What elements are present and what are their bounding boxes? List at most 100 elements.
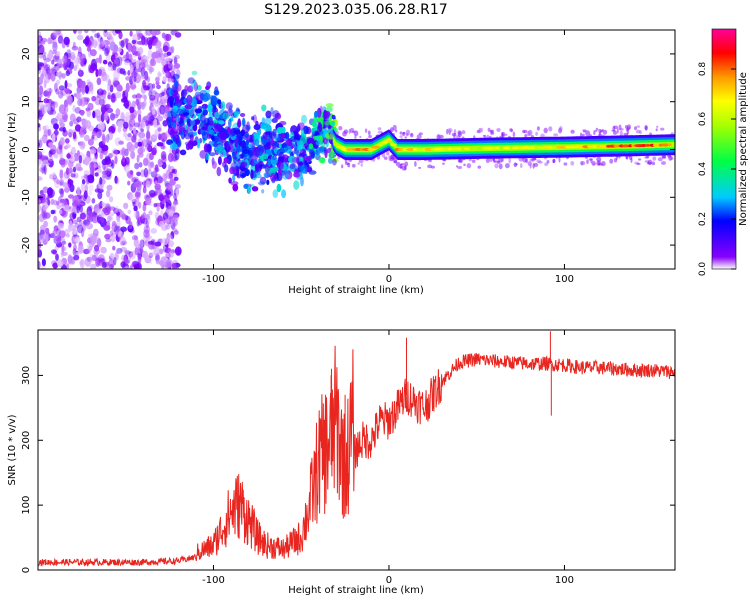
spectrogram-cell bbox=[120, 39, 125, 49]
spectrogram-cell bbox=[593, 131, 596, 135]
spectrogram-cell bbox=[162, 120, 168, 127]
spectrogram-cell bbox=[132, 201, 136, 207]
spectrogram-cell bbox=[172, 30, 179, 33]
spectrogram-cell bbox=[53, 225, 59, 232]
spectrogram-cell bbox=[156, 176, 164, 184]
spectrogram-cell bbox=[90, 148, 97, 155]
spectrogram-cell bbox=[38, 70, 43, 75]
spectrogram-cell bbox=[124, 156, 130, 165]
spectrogram-x-ticks: -100 0 100 bbox=[202, 30, 574, 285]
spectrogram-cell bbox=[109, 230, 114, 237]
spectrogram-cell bbox=[79, 212, 86, 220]
y-tick-label: 10 bbox=[21, 95, 32, 108]
spectrogram-cell bbox=[131, 100, 136, 109]
spectrogram-cell bbox=[300, 176, 304, 187]
spectrogram-cell bbox=[43, 58, 48, 68]
spectrogram-cell bbox=[42, 54, 47, 61]
spectrogram-cell bbox=[138, 62, 146, 70]
spectrogram-cell bbox=[223, 157, 229, 164]
spectrogram-cell bbox=[50, 144, 57, 153]
spectrogram-cell bbox=[145, 180, 151, 188]
spectrogram-cell bbox=[176, 108, 184, 115]
spectrogram-cell bbox=[122, 156, 126, 163]
spectrogram-cell bbox=[86, 46, 92, 52]
spectrogram-cell bbox=[98, 152, 104, 159]
spectrogram-cell bbox=[300, 164, 308, 175]
spectrogram-cell bbox=[43, 129, 50, 137]
spectrogram-cell bbox=[186, 94, 193, 105]
spectrogram-cell bbox=[147, 49, 153, 59]
colorbar-ticks: 0.0 0.2 0.4 0.6 0.8 bbox=[698, 62, 736, 276]
spectrogram-peak bbox=[645, 143, 650, 147]
spectrogram-cell bbox=[230, 181, 239, 186]
spectrogram-cell bbox=[598, 132, 601, 137]
spectrogram-cell bbox=[172, 136, 177, 142]
spectrogram-cell bbox=[399, 131, 403, 135]
spectrogram-cell bbox=[236, 147, 243, 153]
spectrogram-cell bbox=[325, 106, 333, 113]
spectrogram-cell bbox=[134, 141, 139, 149]
spectrogram-cell bbox=[56, 79, 60, 86]
spectrogram-cell bbox=[95, 128, 102, 139]
spectrogram-cell bbox=[146, 235, 153, 240]
spectrogram-cell bbox=[114, 30, 122, 34]
spectrogram-cell bbox=[278, 161, 284, 171]
spectrogram-cell bbox=[73, 65, 78, 71]
spectrogram-cell bbox=[53, 230, 59, 241]
spectrogram-cell bbox=[38, 53, 44, 59]
spectrogram-cell bbox=[294, 142, 298, 151]
spectrogram-cell bbox=[271, 155, 277, 161]
spectrogram-cell bbox=[609, 158, 614, 164]
spectrogram-cell bbox=[145, 143, 152, 151]
spectrogram-cell bbox=[399, 135, 403, 138]
spectrogram-cell bbox=[92, 157, 97, 164]
spectrogram-cell bbox=[278, 151, 285, 161]
spectrogram-cell bbox=[401, 165, 407, 171]
spectrogram-cell bbox=[325, 103, 334, 108]
spectrogram-cell bbox=[166, 51, 172, 56]
spectrogram-cell bbox=[217, 124, 222, 132]
spectrogram-cell bbox=[120, 226, 127, 232]
spectrogram-cell bbox=[72, 166, 77, 173]
spectrogram-cell bbox=[156, 84, 161, 90]
spectrogram-cell bbox=[105, 54, 112, 61]
spectrogram-cell bbox=[48, 157, 54, 162]
spectrogram-cell bbox=[357, 162, 360, 165]
spectrogram-cell bbox=[644, 125, 648, 130]
spectrogram-cell bbox=[75, 61, 79, 70]
spectrogram-cell bbox=[261, 153, 269, 159]
x-tick-label: 0 bbox=[386, 274, 392, 285]
spectrogram-cell bbox=[134, 131, 141, 136]
spectrogram-cell bbox=[157, 57, 162, 64]
spectrogram-peak bbox=[345, 148, 354, 151]
spectrogram-cell bbox=[67, 95, 73, 105]
spectrogram-cell bbox=[148, 105, 153, 112]
spectrogram-peak bbox=[639, 144, 648, 147]
spectrogram-peak bbox=[599, 144, 609, 148]
spectrogram-cell bbox=[174, 184, 181, 189]
spectrogram-cell bbox=[90, 49, 97, 57]
spectrogram-cell bbox=[138, 47, 144, 55]
spectrogram-cell bbox=[254, 138, 260, 147]
spectrogram-cell bbox=[50, 249, 58, 255]
spectrogram-cell bbox=[42, 258, 46, 266]
spectrogram-cell bbox=[128, 251, 134, 258]
spectrogram-cell bbox=[69, 113, 76, 122]
spectrogram-cell bbox=[563, 162, 568, 166]
spectrogram-cell bbox=[45, 233, 49, 242]
spectrogram-cell bbox=[88, 184, 94, 191]
spectrogram-cell bbox=[81, 179, 86, 185]
spectrogram-cell bbox=[140, 102, 145, 107]
spectrogram-cell bbox=[57, 222, 65, 230]
spectrogram-cell bbox=[106, 189, 111, 198]
spectrogram-cell bbox=[390, 127, 394, 133]
spectrogram-cell bbox=[151, 90, 157, 95]
colorbar-tick-label: 0.6 bbox=[698, 112, 708, 127]
spectrogram-cell bbox=[142, 79, 147, 89]
spectrogram-cell bbox=[61, 198, 69, 206]
spectrogram-cell bbox=[59, 169, 64, 180]
colorbar-tick-label: 0.8 bbox=[698, 62, 708, 77]
spectrogram-cell bbox=[128, 118, 136, 128]
spectrogram-cell bbox=[508, 157, 512, 164]
spectrogram-cell bbox=[171, 108, 178, 118]
